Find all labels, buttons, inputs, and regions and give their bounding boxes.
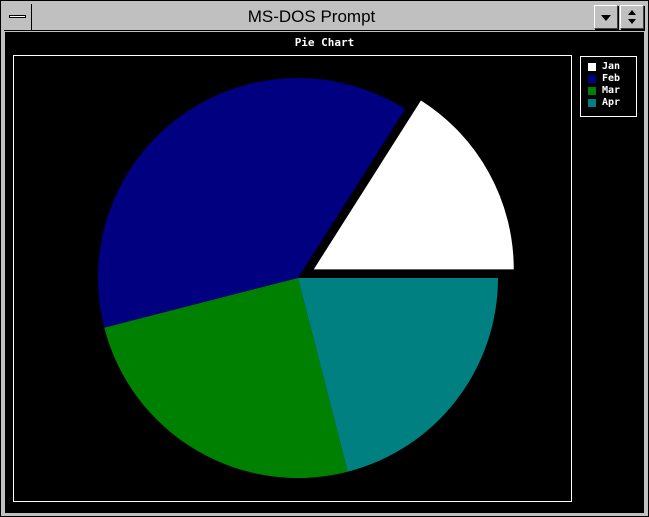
chart-title: Pie Chart [294, 36, 355, 49]
pie-slice-apr [298, 278, 498, 472]
restore-button[interactable] [620, 5, 644, 29]
system-menu-icon [9, 15, 26, 18]
plot-area [13, 55, 572, 502]
legend-swatch-apr [588, 99, 596, 107]
legend-item-apr: Apr [581, 97, 636, 109]
pie-slice-jan [313, 100, 514, 270]
pie-slice-feb [98, 78, 406, 328]
restore-up-arrow-icon [628, 10, 636, 15]
minimize-button[interactable] [594, 5, 618, 29]
legend-label-feb: Feb [602, 73, 621, 84]
legend-swatch-mar [588, 87, 596, 95]
pie-slice-mar [104, 278, 348, 479]
minimize-arrow-icon [601, 15, 611, 21]
system-menu-button[interactable] [4, 4, 32, 30]
legend-item-feb: Feb [581, 73, 636, 85]
legend-label-jan: Jan [602, 61, 621, 72]
title-bar[interactable]: MS-DOS Prompt [4, 4, 645, 31]
legend-swatch-jan [588, 63, 596, 71]
legend-item-jan: Jan [581, 61, 636, 73]
legend-item-mar: Mar [581, 85, 636, 97]
legend-swatch-feb [588, 75, 596, 83]
restore-down-arrow-icon [628, 19, 636, 24]
pie-chart [98, 78, 514, 479]
legend-label-mar: Mar [602, 85, 621, 96]
window-title: MS-DOS Prompt [247, 7, 376, 26]
chart-legend: Jan Feb Mar Apr [580, 56, 637, 117]
legend-label-apr: Apr [602, 97, 621, 108]
dos-screen[interactable]: Pie Chart Jan Feb Mar Apr [5, 32, 644, 513]
